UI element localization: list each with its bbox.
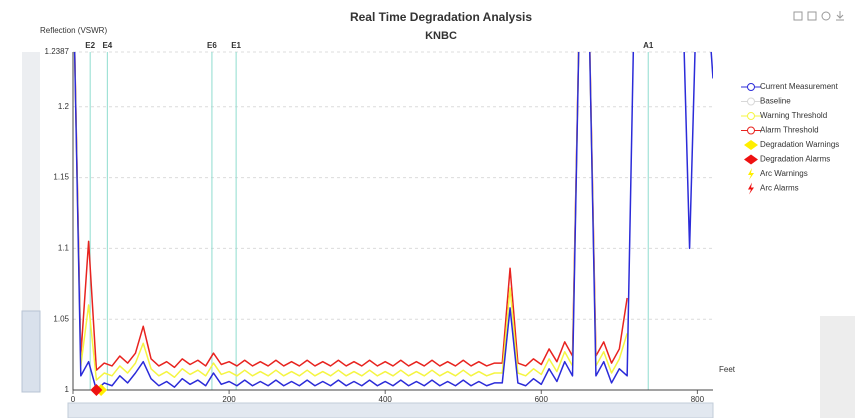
y-tick-label: 1.2387	[45, 47, 70, 56]
legend-swatch	[748, 98, 755, 105]
chart: Real Time Degradation Analysis KNBC Refl…	[0, 0, 855, 418]
x-tick-label: 200	[222, 395, 236, 404]
legend-label: Degradation Alarms	[760, 155, 830, 164]
y-tick-label: 1.05	[53, 314, 69, 323]
series-line	[73, 0, 627, 370]
legend-label: Baseline	[760, 97, 791, 106]
y-axis-label: Reflection (VSWR)	[40, 26, 107, 35]
y-tick-label: 1.2	[58, 102, 70, 111]
legend: Current Measurement Baseline Warning Thres…	[741, 82, 839, 194]
grid	[73, 52, 713, 390]
event-label: E6	[207, 41, 217, 50]
legend-label: Current Measurement	[760, 82, 839, 91]
y-tick-label: 1.1	[58, 244, 70, 253]
legend-item[interactable]: Degradation Alarms	[744, 155, 830, 165]
legend-label: Arc Warnings	[760, 169, 808, 178]
legend-item[interactable]: Degradation Warnings	[744, 140, 839, 150]
event-label: E1	[231, 41, 241, 50]
x-tick-label: 400	[379, 395, 393, 404]
thumbnail	[820, 316, 855, 418]
event-label: E2	[85, 41, 95, 50]
legend-swatch	[748, 168, 754, 180]
x-axis-label: Feet	[719, 365, 736, 374]
x-tick-label: 800	[691, 395, 705, 404]
legend-item[interactable]: Warning Threshold	[741, 111, 827, 120]
legend-swatch	[744, 155, 758, 165]
legend-item[interactable]: Arc Alarms	[748, 183, 799, 195]
x-tick-label: 600	[535, 395, 549, 404]
page: {"chart_data": { "type": "line", "title"…	[0, 0, 855, 418]
chart-title: Real Time Degradation Analysis	[350, 10, 532, 24]
legend-item[interactable]: Arc Warnings	[748, 168, 808, 180]
y-tick-label: 1	[65, 385, 70, 394]
legend-swatch	[748, 113, 755, 120]
legend-item[interactable]: Baseline	[741, 97, 791, 106]
toolbar-icon[interactable]	[836, 11, 844, 20]
toolbar-icon[interactable]	[794, 12, 802, 20]
legend-swatch	[748, 127, 755, 134]
legend-swatch	[744, 140, 758, 150]
legend-label: Arc Alarms	[760, 184, 799, 193]
event-label: E4	[102, 41, 112, 50]
event-label: A1	[643, 41, 654, 50]
y-tick-label: 1.15	[53, 173, 69, 182]
legend-item[interactable]: Current Measurement	[741, 82, 839, 91]
x-tick-label: 0	[71, 395, 76, 404]
toolbar[interactable]	[794, 11, 844, 20]
series-line	[73, 0, 627, 380]
legend-item[interactable]: Alarm Threshold	[741, 126, 819, 135]
plot-area	[73, 0, 713, 390]
series-line	[73, 0, 713, 390]
legend-label: Alarm Threshold	[760, 126, 819, 135]
legend-swatch	[748, 84, 755, 91]
toolbar-icon[interactable]	[822, 12, 830, 20]
toolbar-icon[interactable]	[808, 12, 816, 20]
legend-label: Warning Threshold	[760, 111, 827, 120]
y-range-window[interactable]	[22, 311, 40, 392]
legend-label: Degradation Warnings	[760, 140, 839, 149]
legend-swatch	[748, 183, 754, 195]
chart-subtitle: KNBC	[425, 30, 457, 42]
x-range-slider[interactable]	[68, 403, 713, 418]
